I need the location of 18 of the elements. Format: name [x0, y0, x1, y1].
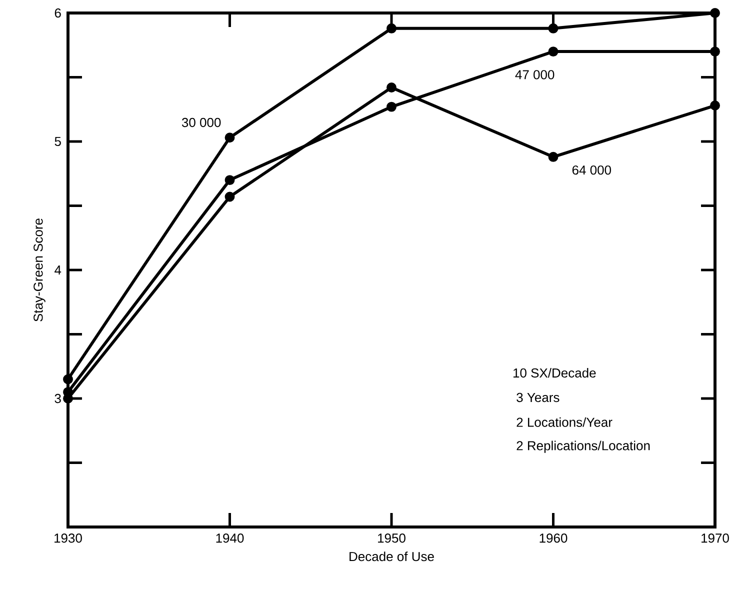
y-tick-label: 4 [54, 266, 62, 274]
y-tick-label: 6 [54, 8, 61, 18]
y-tick-label: 3 [54, 394, 61, 404]
series-label: 30 000 [182, 118, 221, 128]
x-tick-label: 1930 [54, 534, 82, 543]
annotation: 10 SX/Decade [513, 368, 596, 378]
x-axis-title: Decade of Use [350, 552, 434, 562]
annotation: 2 Replications/Location [516, 440, 650, 453]
y-tick-label: 5 [54, 136, 61, 146]
x-tick-label: 1960 [540, 534, 568, 543]
annotation: 2 Locations/Year [516, 417, 612, 427]
series-label: 64 000 [572, 165, 612, 175]
y-axis-title: Stay-Green Score [34, 218, 46, 322]
x-tick-label: 1950 [378, 534, 406, 543]
x-tick-label: 1940 [216, 534, 244, 543]
x-tick-label: 1970 [702, 534, 729, 543]
annotation: 3 Years [516, 392, 560, 402]
series-label: 47 000 [515, 70, 554, 80]
